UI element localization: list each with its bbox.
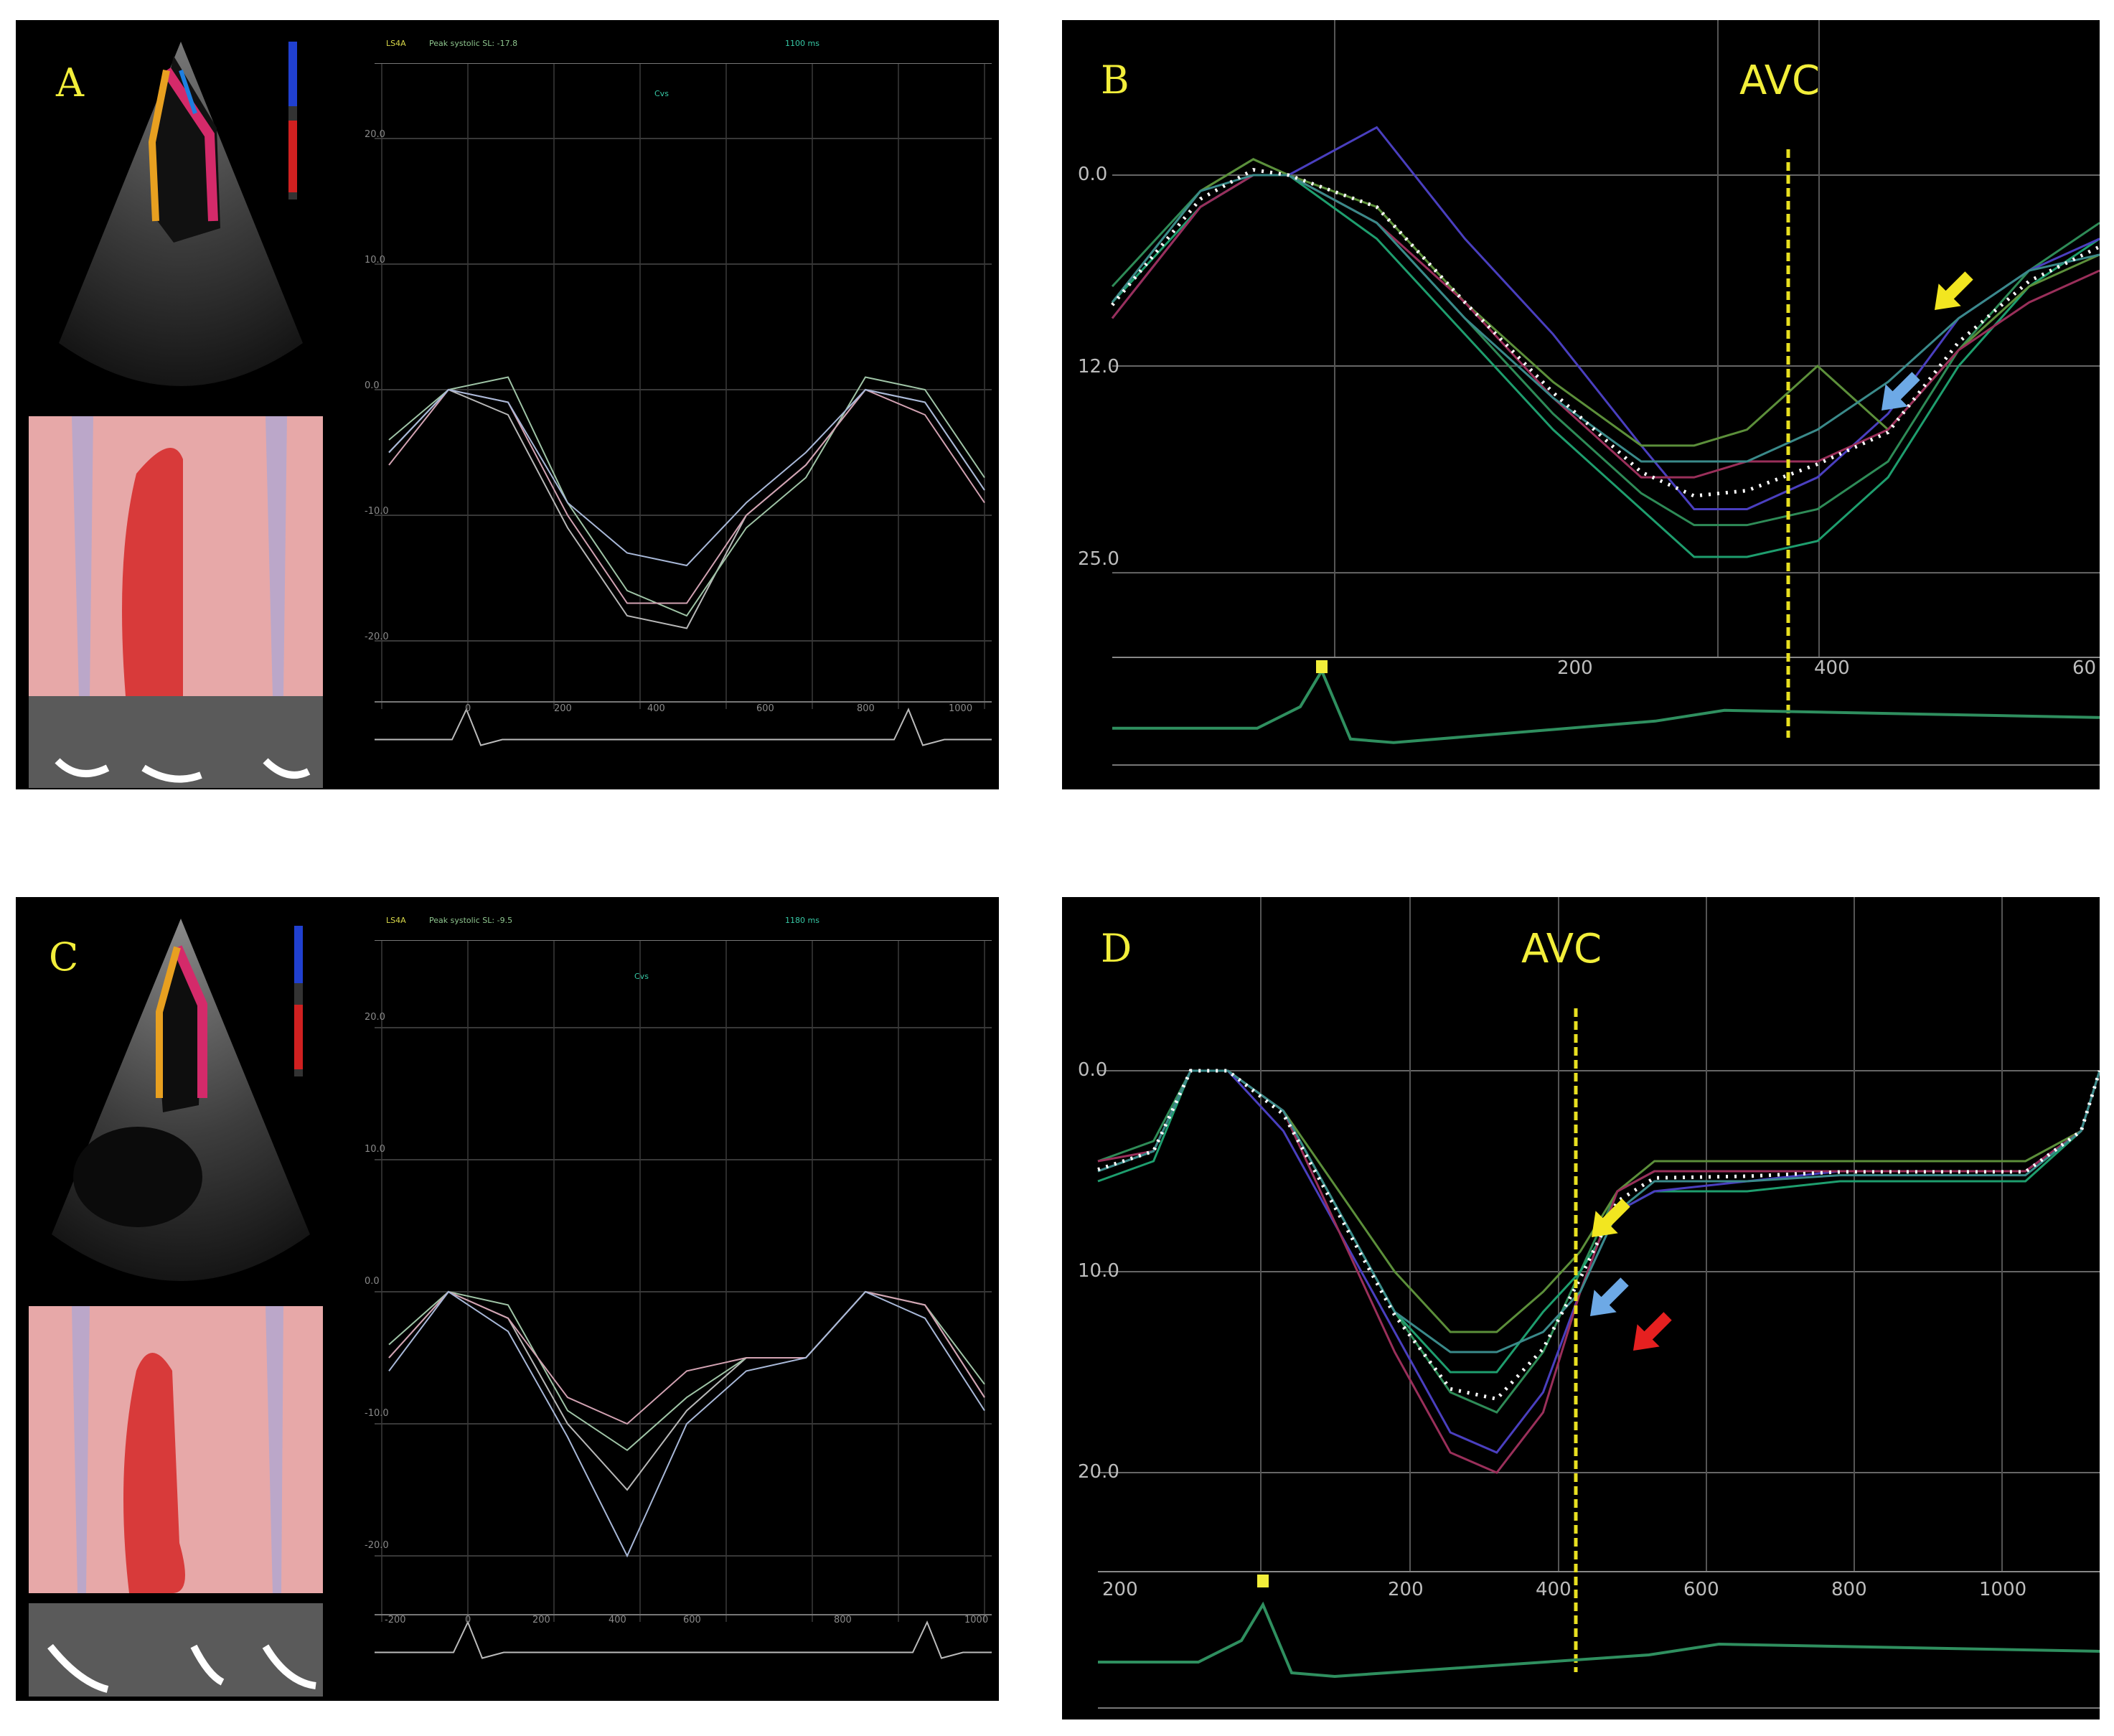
xtick-d-5: 800: [1831, 1579, 1867, 1600]
xtick-c-2: 0: [465, 1615, 471, 1625]
mmode-c: [29, 1603, 323, 1697]
xtick-c-1: -200: [385, 1615, 406, 1625]
strain-curve-3: [1097, 1069, 2100, 1454]
strain-curve-3: [1111, 126, 2100, 510]
ytick-c-5: -20.0: [365, 1540, 389, 1551]
avc-marker-a: Cvs: [654, 89, 669, 98]
average-strain-curve: [1097, 1069, 2100, 1402]
ytick-d-3: 20.0: [1078, 1461, 1119, 1483]
strain-plot-d: [1097, 897, 2100, 1709]
xtick-a-4: 600: [756, 703, 774, 714]
xtick-c-5: 600: [683, 1615, 701, 1625]
panel-label-c: C: [49, 934, 79, 980]
strain-curve-3: [388, 388, 985, 604]
ytick-c-2: 10.0: [365, 1144, 385, 1155]
strain-curve-1: [388, 1290, 985, 1491]
panel-label-b: B: [1101, 57, 1129, 103]
xtick-d-2: 200: [1388, 1579, 1424, 1600]
ytick-b-2: 12.0: [1078, 356, 1119, 377]
strain-curve-4: [1097, 1069, 2100, 1333]
ecg-trace: [375, 1620, 992, 1659]
xtick-a-3: 400: [647, 703, 665, 714]
ytick-b-3: 25.0: [1078, 548, 1119, 570]
xtick-b-3: 60: [2072, 657, 2097, 679]
ytick-c-3: 0.0: [365, 1276, 380, 1287]
xtick-d-4: 600: [1683, 1579, 1719, 1600]
panel-c: C LS4A Peak systolic SL: -9.5 1180 ms Cv…: [16, 897, 999, 1701]
xtick-b-2: 400: [1814, 657, 1850, 679]
ytick-d-2: 10.0: [1078, 1260, 1119, 1282]
strain-title-c: LS4A: [386, 916, 406, 925]
strain-curve-3: [388, 1290, 985, 1425]
strain-plot-c: [375, 940, 992, 1659]
xtick-a-2: 200: [554, 703, 572, 714]
echo-image-a: [59, 42, 303, 386]
avc-marker-c: Cvs: [634, 972, 649, 981]
time-label-c: 1180 ms: [785, 916, 819, 925]
panel-label-a: A: [56, 60, 84, 105]
strain-curve-4: [388, 388, 985, 567]
peak-label-a: Peak systolic SL: -17.8: [429, 39, 518, 48]
strain-plot-a: [375, 63, 992, 746]
xtick-d-3: 400: [1536, 1579, 1572, 1600]
strain-curve-2: [388, 376, 985, 617]
ytick-c-4: -10.0: [365, 1408, 389, 1419]
strain-map-c: [29, 1306, 323, 1593]
r-wave-marker: [1257, 1575, 1269, 1587]
ecg-trace: [1112, 667, 2100, 744]
xtick-b-1: 200: [1557, 657, 1593, 679]
avc-label-d: AVC: [1521, 926, 1602, 972]
strain-curve-1: [1111, 158, 2100, 527]
panel-b: B AVC 0.0 12.0 25.0 200 400 60: [1062, 20, 2100, 789]
blue-arrow-b: [1881, 372, 1920, 411]
xtick-a-6: 1000: [949, 703, 973, 714]
ecg-trace: [375, 708, 992, 746]
ytick-c-1: 20.0: [365, 1012, 385, 1023]
xtick-a-5: 800: [857, 703, 875, 714]
strain-curve-6: [1097, 1069, 2100, 1353]
strain-curve-4: [388, 1290, 985, 1558]
strain-curve-6: [1111, 174, 2100, 463]
avc-label-b: AVC: [1739, 57, 1821, 104]
xtick-c-4: 400: [609, 1615, 626, 1625]
ytick-b-1: 0.0: [1078, 164, 1108, 185]
strain-map-a: [29, 416, 323, 696]
strain-plot-b: [1111, 20, 2100, 766]
panel-d: D AVC 0.0 10.0 20.0 200 200 400 600 800 …: [1062, 897, 2100, 1719]
mmode-a: [29, 696, 323, 788]
blue-arrow-d: [1589, 1277, 1629, 1317]
xtick-d-6: 1000: [1979, 1579, 2027, 1600]
ytick-a-1: 20.0: [365, 129, 385, 140]
peak-label-c: Peak systolic SL: -9.5: [429, 916, 513, 925]
strain-curve-1: [388, 388, 985, 629]
average-strain-curve: [1111, 168, 2100, 498]
panel-a: A LS4A Peak systolic SL: -17.8 1100 ms C…: [16, 20, 999, 789]
ecg-trace: [1098, 1601, 2100, 1679]
red-arrow-d: [1633, 1312, 1672, 1351]
panel-label-d: D: [1101, 926, 1132, 971]
xtick-c-7: 1000: [964, 1615, 989, 1625]
time-label-a: 1100 ms: [785, 39, 819, 48]
ytick-d-1: 0.0: [1078, 1059, 1108, 1081]
xtick-a-1: 0: [465, 703, 471, 714]
yellow-arrow-b: [1934, 271, 1973, 311]
ytick-a-4: -10.0: [365, 506, 389, 517]
ytick-a-2: 10.0: [365, 255, 385, 266]
xtick-d-1: 200: [1102, 1579, 1138, 1600]
ytick-a-5: -20.0: [365, 632, 389, 642]
xtick-c-3: 200: [532, 1615, 550, 1625]
yellow-arrow-d: [1591, 1198, 1630, 1238]
ytick-a-3: 0.0: [365, 380, 380, 391]
strain-title-a: LS4A: [386, 39, 406, 48]
xtick-c-6: 800: [834, 1615, 852, 1625]
echo-image-c: [52, 919, 310, 1281]
r-wave-marker: [1316, 660, 1328, 673]
